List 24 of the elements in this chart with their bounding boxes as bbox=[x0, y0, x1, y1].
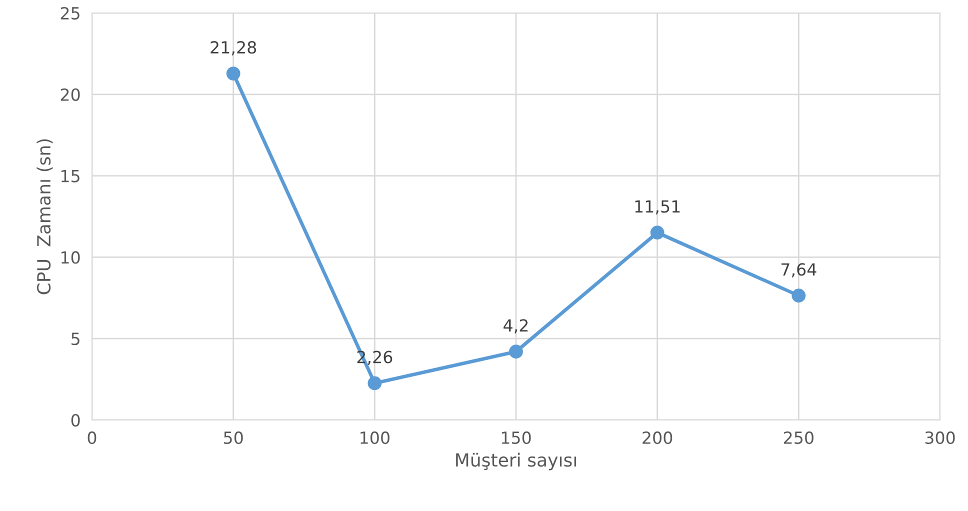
y-tick-label: 0 bbox=[71, 414, 80, 427]
point bbox=[368, 376, 382, 390]
data-label: 11,51 bbox=[635, 200, 680, 214]
x-tick-label: 250 bbox=[784, 431, 814, 444]
y-tick-label: 10 bbox=[62, 251, 80, 264]
point bbox=[650, 226, 664, 240]
data-label: 21,28 bbox=[210, 41, 256, 56]
x-tick-label: 200 bbox=[642, 431, 672, 444]
data-label: 7,64 bbox=[781, 263, 816, 278]
point bbox=[792, 288, 806, 303]
point bbox=[509, 344, 523, 359]
y-tick-label: 20 bbox=[60, 88, 80, 101]
x-tick-label: 150 bbox=[502, 431, 531, 444]
y-tick-label: 5 bbox=[72, 332, 80, 346]
y-tick-label: 25 bbox=[60, 6, 80, 20]
x-tick-label: 100 bbox=[360, 431, 390, 444]
y-axis-title: CPU Zamanı (sn) bbox=[36, 139, 53, 294]
x-tick-label: 50 bbox=[224, 431, 243, 444]
x-tick-label: 0 bbox=[88, 431, 96, 444]
point bbox=[226, 66, 240, 81]
y-tick-label: 15 bbox=[62, 170, 80, 182]
data-label: 4,2 bbox=[504, 319, 528, 334]
x-axis-title: Müşteri sayısı bbox=[456, 452, 576, 470]
x-tick-label: 300 bbox=[925, 431, 955, 444]
